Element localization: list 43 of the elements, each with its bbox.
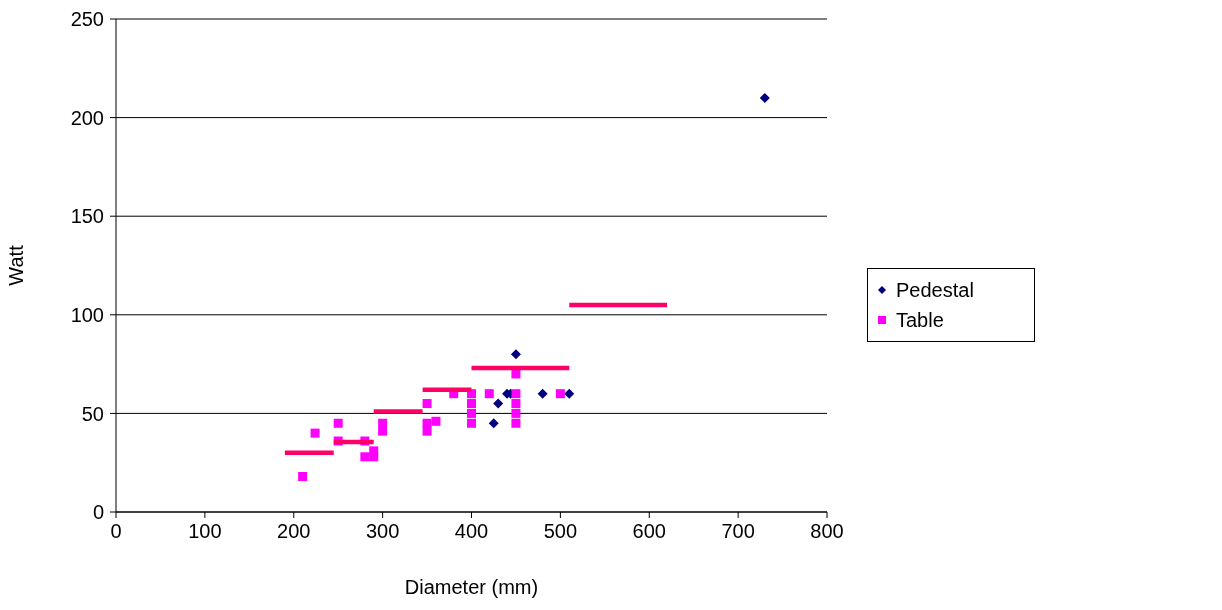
point	[467, 408, 476, 418]
point	[369, 452, 379, 462]
x-tick-label: 300	[365, 520, 400, 543]
point	[422, 426, 432, 436]
point	[511, 408, 521, 418]
point	[467, 399, 476, 409]
point	[298, 472, 308, 481]
point	[511, 399, 521, 409]
x-tick-label: 0	[110, 520, 122, 543]
point	[484, 389, 494, 399]
y-axis-title: Watt	[5, 244, 28, 286]
x-tick-label: 600	[632, 520, 666, 543]
point	[511, 418, 521, 428]
point	[555, 389, 565, 399]
x-tick-label: 400	[454, 520, 489, 543]
legend-label: Table	[896, 308, 944, 333]
point	[493, 398, 504, 409]
y-tick-label: 0	[92, 501, 104, 524]
point	[537, 388, 548, 399]
point	[378, 426, 388, 436]
point	[510, 349, 521, 360]
point	[564, 388, 575, 399]
point	[422, 399, 432, 409]
x-tick-label: 700	[721, 520, 755, 543]
y-tick-label: 50	[81, 402, 104, 425]
point	[333, 418, 343, 428]
point	[759, 92, 770, 103]
y-tick-label: 250	[70, 8, 104, 31]
x-tick-label: 800	[810, 520, 844, 543]
x-axis-title: Diameter (mm)	[404, 576, 539, 598]
point	[310, 428, 320, 438]
point	[360, 452, 370, 462]
point	[488, 418, 499, 429]
x-tick-label: 200	[277, 520, 311, 543]
legend-label: Pedestal	[896, 278, 974, 303]
point	[467, 418, 476, 428]
y-tick-label: 100	[70, 303, 104, 326]
y-tick-label: 200	[70, 106, 104, 129]
y-tick-label: 150	[70, 205, 104, 228]
point	[511, 389, 521, 399]
point	[431, 416, 441, 426]
x-tick-label: 100	[188, 520, 222, 543]
x-tick-label: 500	[543, 520, 578, 543]
